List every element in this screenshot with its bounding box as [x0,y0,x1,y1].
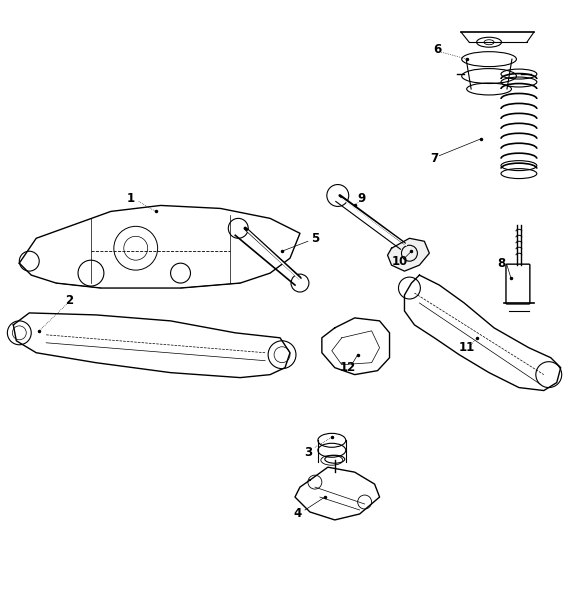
Text: 10: 10 [391,254,408,267]
Text: 5: 5 [311,232,319,245]
Text: 7: 7 [430,152,439,165]
Text: 2: 2 [65,295,73,308]
Text: 8: 8 [497,257,505,270]
Text: 11: 11 [459,341,475,354]
Text: 6: 6 [433,43,442,56]
Text: 1: 1 [127,192,135,205]
Text: 3: 3 [304,446,312,459]
Polygon shape [388,238,429,271]
Text: 12: 12 [340,361,356,374]
Text: 4: 4 [294,508,302,521]
Text: 9: 9 [357,192,366,205]
